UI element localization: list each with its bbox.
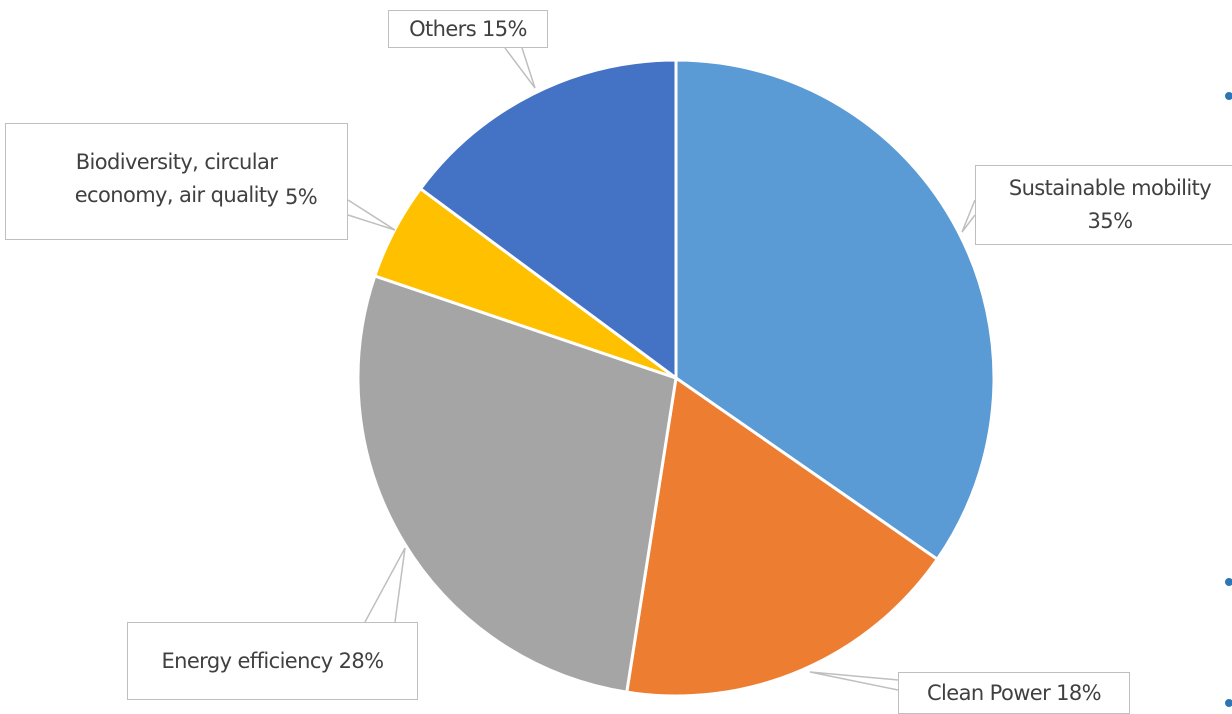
bullet <box>1225 699 1232 707</box>
value-label: 5% <box>285 185 318 209</box>
leader-lines <box>347 47 976 691</box>
bullet <box>1225 578 1232 586</box>
value-label: 28% <box>338 648 384 673</box>
leader-line <box>347 199 396 231</box>
data-label: Clean Power 18% <box>898 672 1130 714</box>
leader-line <box>504 47 536 89</box>
pie-slice <box>674 58 996 562</box>
pie-slice <box>418 58 678 381</box>
data-label: Energy efficiency 28% <box>127 622 418 700</box>
leader-line <box>364 547 406 623</box>
category-label: Others <box>409 16 477 41</box>
pie <box>356 58 996 698</box>
slide-bullets <box>1225 92 1232 707</box>
bullet <box>1225 92 1232 100</box>
data-label: Biodiversity, circular economy, air qual… <box>5 123 348 240</box>
pie-slice <box>356 274 678 694</box>
category-label: Sustainable mobility <box>1008 176 1212 201</box>
value-label: 15% <box>482 16 527 41</box>
data-label: Sustainable mobility 35% <box>975 165 1232 245</box>
category-label: Biodiversity, circular economy, air qual… <box>74 150 279 207</box>
value-label: 35% <box>1087 209 1133 233</box>
value-label: 18% <box>1056 680 1102 705</box>
leader-line <box>961 199 976 233</box>
pie-slice <box>625 375 940 698</box>
category-label: Clean Power <box>926 680 1051 705</box>
category-label: Energy efficiency <box>161 648 333 673</box>
leader-line <box>809 671 899 691</box>
data-label: Others 15% <box>388 10 548 48</box>
